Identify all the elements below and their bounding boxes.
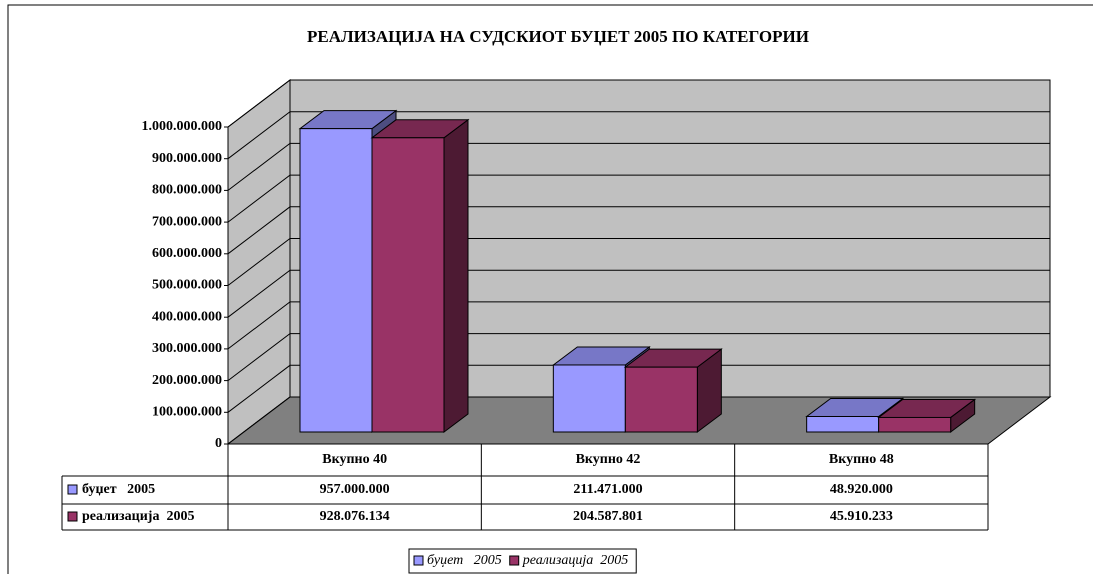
y-tick-label: 400.000.000 [152, 309, 222, 324]
grid-line [227, 142, 1050, 191]
bar [552, 364, 626, 433]
grid-line [227, 396, 1050, 445]
table-series-label: буџет 2005 [82, 482, 155, 497]
table-value: 48.920.000 [830, 482, 893, 497]
legend [408, 548, 637, 574]
grid-line [227, 364, 1050, 413]
bar-side [443, 118, 469, 433]
y-tick-label: 500.000.000 [152, 278, 222, 293]
table-value: 928.076.134 [320, 509, 390, 524]
table-legend-swatch [67, 511, 78, 522]
bar [371, 137, 445, 433]
x-tick-label: Вкупно 40 [322, 452, 387, 467]
y-tick-label: 200.000.000 [152, 373, 222, 388]
x-tick-label: Вкупно 48 [829, 452, 894, 467]
y-tick-label: 800.000.000 [152, 183, 222, 198]
legend-label: буџет 2005 [427, 553, 502, 568]
bar [624, 366, 698, 433]
table-value: 211.471.000 [573, 482, 642, 497]
bar [299, 128, 373, 433]
chart-title: РЕАЛИЗАЦИЈА НА СУДСКИОТ БУЏЕТ 2005 ПО КА… [307, 27, 809, 46]
grid-line [227, 301, 1050, 350]
table-value: 957.000.000 [320, 482, 390, 497]
y-tick-label: 0 [215, 436, 222, 451]
legend-label: реализација 2005 [522, 553, 629, 568]
table-value: 45.910.233 [830, 509, 893, 524]
grid-line [227, 79, 1050, 128]
grid-line [227, 111, 1050, 160]
table-legend-swatch [67, 484, 78, 495]
grid-line [227, 174, 1050, 223]
grid-line [227, 206, 1050, 255]
grid-line [227, 238, 1050, 286]
y-tick-label: 700.000.000 [152, 214, 222, 229]
grid-line [227, 269, 1050, 318]
y-tick-label: 600.000.000 [152, 246, 222, 261]
legend-swatch [413, 555, 424, 566]
table-value: 204.587.801 [573, 509, 643, 524]
table-series-label: реализација 2005 [82, 509, 194, 524]
y-tick-label: 900.000.000 [152, 151, 222, 166]
bar [878, 416, 952, 433]
grid-line [227, 333, 1050, 381]
x-tick-label: Вкупно 42 [576, 452, 641, 467]
y-tick-label: 300.000.000 [152, 341, 222, 356]
bar [806, 415, 880, 433]
legend-swatch [509, 555, 520, 566]
y-tick-label: 100.000.000 [152, 405, 222, 420]
y-tick-label: 1.000.000.000 [142, 119, 223, 134]
